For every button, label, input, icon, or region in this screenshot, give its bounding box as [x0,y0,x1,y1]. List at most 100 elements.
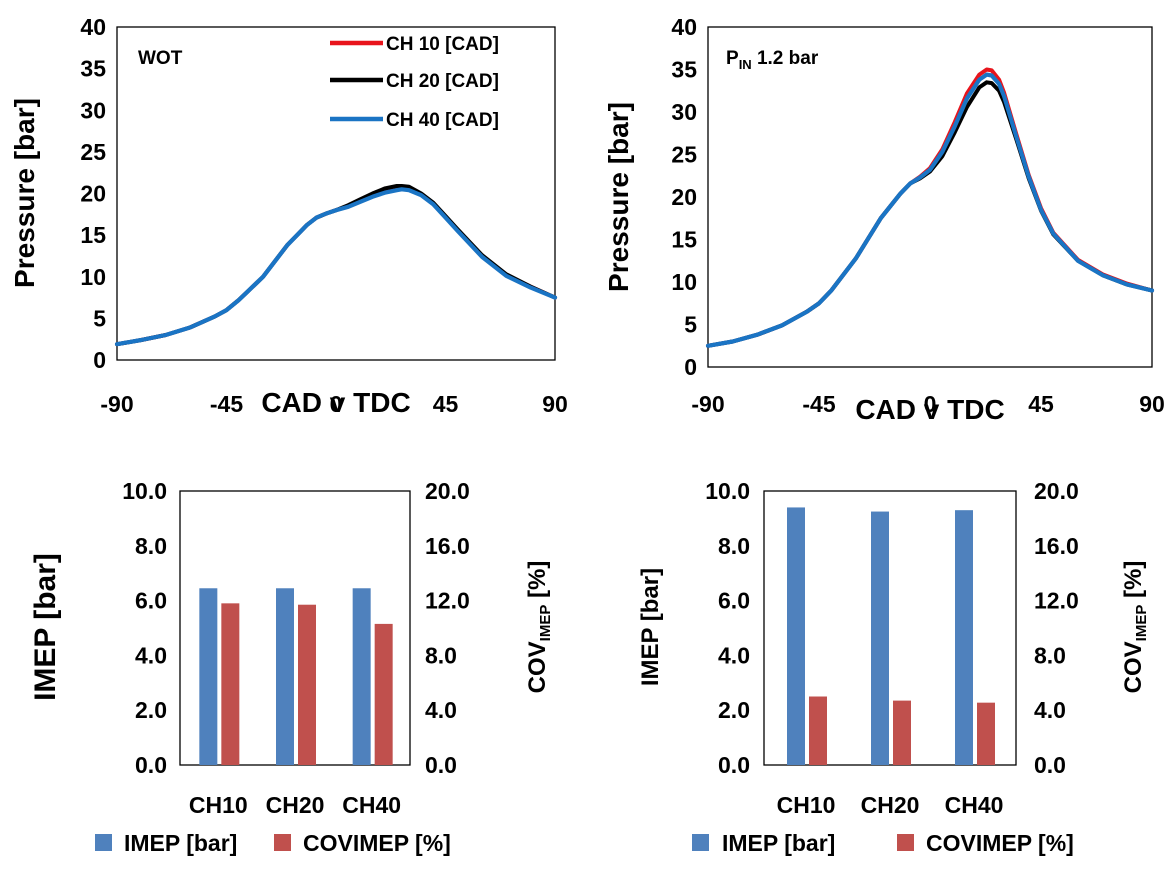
y-tick-label-right: 4.0 [425,697,457,723]
plot-frame [116,26,556,361]
y-tick-label-right: 16.0 [1034,533,1079,559]
y-tick-label-left: 0.0 [135,752,167,778]
y-tick-label: 0 [93,347,106,373]
y-axis-label: Pressure [bar] [603,102,634,292]
plot-frame [179,490,411,766]
y-tick-label: 35 [80,56,106,82]
y-tick-label-right: 20.0 [425,478,470,504]
series-line-ch-10-cad [706,67,1154,348]
y-tick-label: 30 [80,97,106,123]
y-tick-label-right: 16.0 [425,533,470,559]
y-tick-label: 15 [80,222,106,248]
y-tick-label: 40 [80,14,106,40]
legend-label: CH 40 [CAD] [386,110,499,131]
legend-swatch [692,834,709,851]
y-tick-label-left: 4.0 [135,642,167,668]
plot-frame [763,490,1017,766]
legend-label: IMEP [bar] [722,830,835,856]
bar-imep [871,511,889,765]
y-tick-label: 20 [80,181,106,207]
legend-label: CH 10 [CAD] [386,34,499,55]
x-tick-label: 0 [330,391,343,417]
y-axis-label-right: COVIMEP [%] [524,561,554,694]
bar-imep [276,588,294,765]
y-tick-label-right: 8.0 [1034,642,1066,668]
bar-covimep [374,623,393,765]
series-line-ch-40-cad [114,187,558,347]
x-tick-label: 0 [924,391,937,417]
imep-bar-chart-2: 0.0 2.0 4.0 6.0 8.0 10.0 0.0 4.0 8.0 12.0 16.0 20.0… [637,478,1150,856]
x-tick-label: -90 [100,391,133,417]
y-tick-label-right: 12.0 [1034,588,1079,614]
legend: CH 10 [CAD] CH 20 [CAD] CH 40 [CAD] [330,34,499,131]
y-tick-label: 40 [671,14,697,40]
pressure-chart-2: 0 5 10 15 20 25 30 35 40 -90 -45 0 45 90 CAD v TDC Pres… [603,14,1165,425]
y-tick-label-left: 10.0 [705,478,750,504]
y-tick-label-right: 12.0 [425,588,470,614]
series-line-ch-40-cad [705,72,1155,348]
category-label: CH20 [266,792,325,818]
y-tick-label-right: 0.0 [1034,752,1066,778]
y-tick-label-right: 0.0 [425,752,457,778]
y-tick-label: 5 [684,312,697,338]
x-axis-label: CAD v TDC [261,387,410,418]
y-tick-label-left: 2.0 [135,697,167,723]
pressure-chart-1: 0 5 10 15 20 25 30 35 40 -90 -45 0 45 90 CAD v TDC Pres… [9,14,568,418]
x-tick-label: 90 [542,391,568,417]
category-label: CH40 [945,792,1004,818]
legend-swatch [897,834,914,851]
bar-imep [352,588,371,765]
imep-bar-chart-1: 0.0 2.0 4.0 6.0 8.0 10.0 0.0 4.0 8.0 12.0 16.0 20.0… [29,478,554,856]
y-axis-label-left: IMEP [bar] [637,568,664,686]
y-tick-label-left: 2.0 [718,697,750,723]
legend: IMEP [bar] COVIMEP [%] [692,830,1074,856]
bar-covimep [809,696,827,765]
y-axis-label-left: IMEP [bar] [29,553,62,701]
x-axis-label: CAD v TDC [855,394,1004,425]
y-tick-label: 20 [671,184,697,210]
y-tick-label: 25 [80,139,106,165]
y-tick-label: 15 [671,227,697,253]
x-tick-label: 90 [1139,391,1165,417]
y-tick-label: 10 [80,264,106,290]
y-tick-label-left: 10.0 [122,478,167,504]
y-tick-label: 10 [671,269,697,295]
y-axis-label: Pressure [bar] [9,98,40,288]
x-tick-label: -90 [691,391,724,417]
legend-label: COVIMEP [%] [926,830,1074,856]
y-tick-label-left: 6.0 [135,588,167,614]
y-tick-label: 0 [684,354,697,380]
bar-imep [955,510,973,765]
category-label: CH10 [189,792,248,818]
plot-frame [707,26,1153,368]
legend-label: CH 20 [CAD] [386,71,499,92]
x-tick-label: 45 [1028,391,1054,417]
bar-covimep [221,603,240,765]
category-label: CH40 [342,792,401,818]
y-tick-label: 25 [671,142,697,168]
y-tick-label-left: 6.0 [718,588,750,614]
x-tick-label: 45 [433,391,459,417]
legend-label: IMEP [bar] [124,830,237,856]
category-label: CH20 [861,792,920,818]
y-tick-label: 5 [93,305,106,331]
bar-covimep [298,604,316,765]
y-tick-label-left: 0.0 [718,752,750,778]
category-label: CH10 [777,792,836,818]
y-tick-label-right: 4.0 [1034,697,1066,723]
y-axis-label-right: COVIMEP [%] [1120,561,1150,694]
condition-annotation: WOT [138,48,183,69]
bar-imep [787,507,805,765]
legend-label: COVIMEP [%] [303,830,451,856]
legend-swatch [95,834,112,851]
x-tick-label: -45 [802,391,835,417]
series-line-ch-20-cad [706,80,1154,348]
y-tick-label-left: 8.0 [135,533,167,559]
y-tick-label-right: 8.0 [425,642,457,668]
y-tick-label-left: 4.0 [718,642,750,668]
condition-annotation: PIN 1.2 bar [726,48,819,72]
bar-covimep [893,700,911,765]
bar-covimep [977,702,995,765]
legend-swatch [274,834,291,851]
